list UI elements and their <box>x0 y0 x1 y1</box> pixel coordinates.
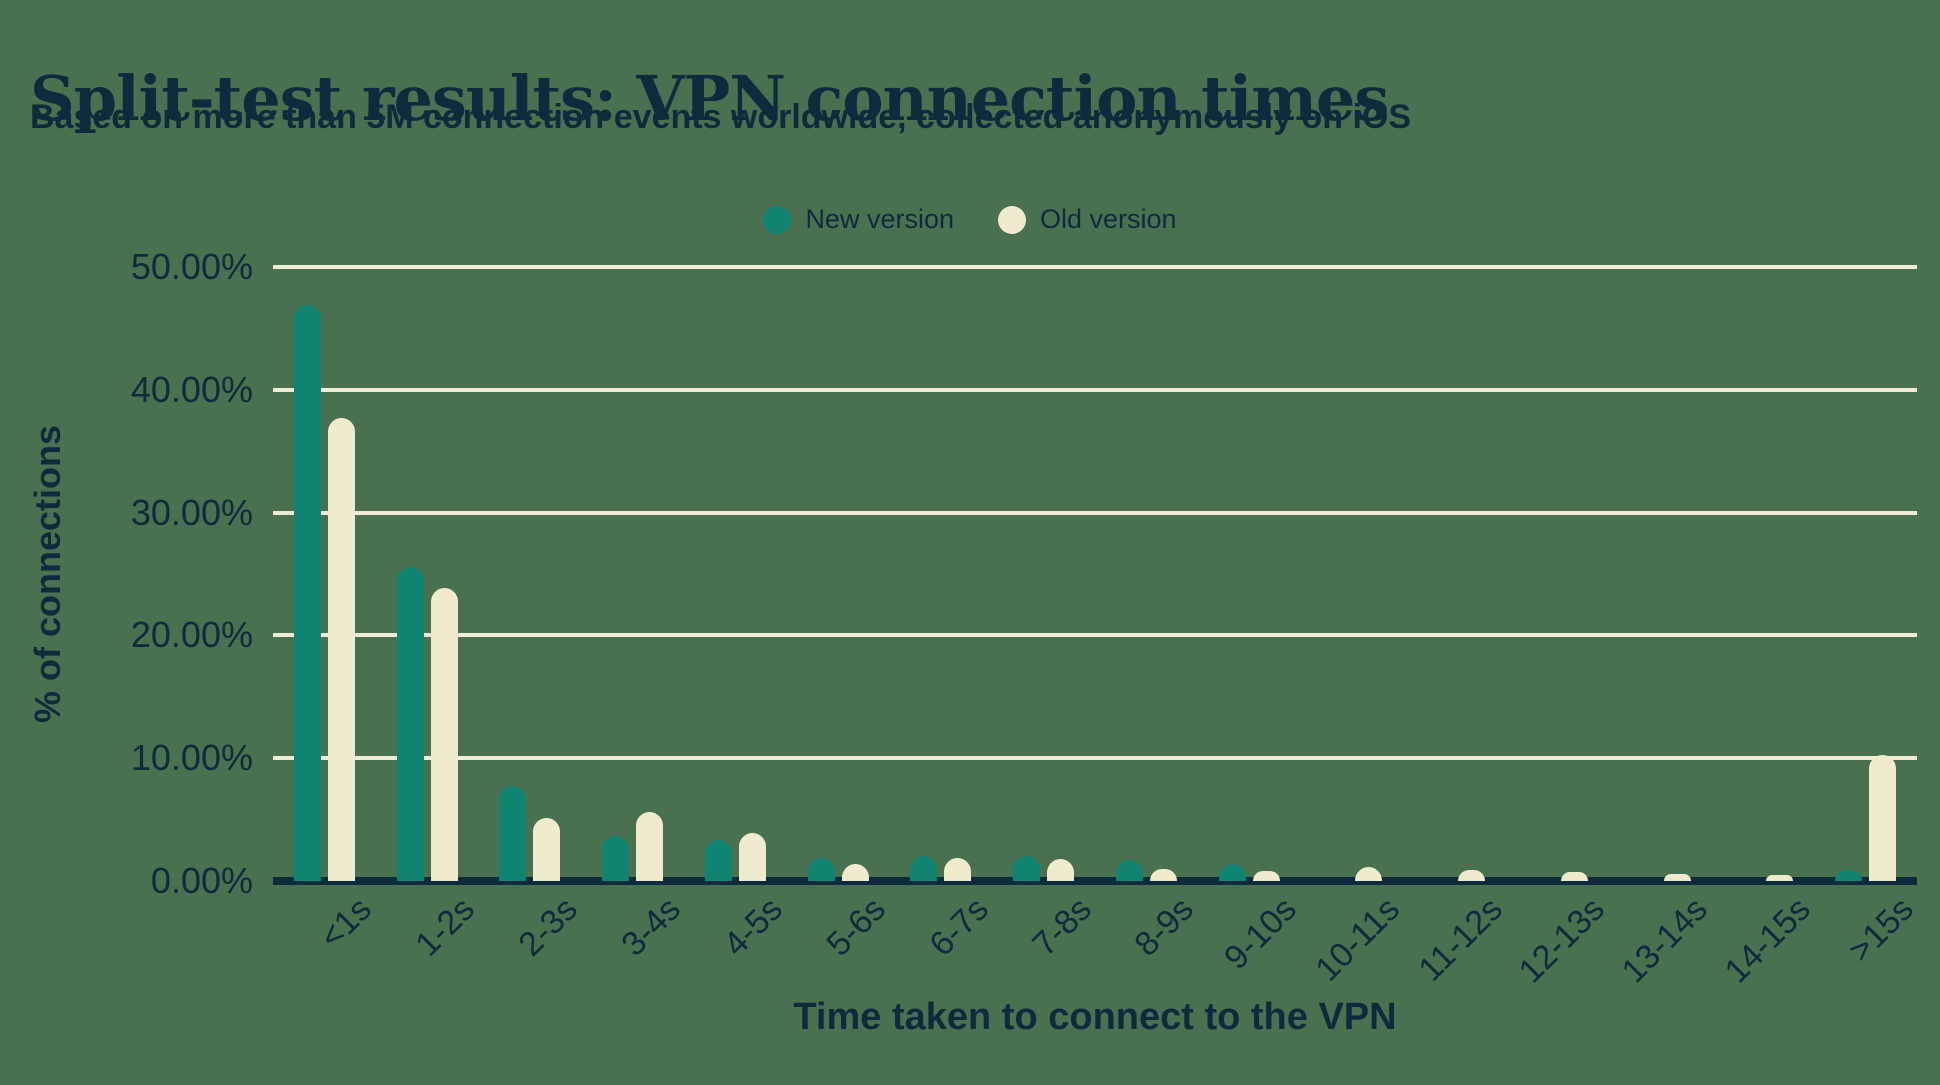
x-tick-label-10-11s: 10-11s <box>1308 890 1407 989</box>
x-tick-label-13-14s: 13-14s <box>1614 890 1715 991</box>
category-slot-4-5s <box>684 267 787 881</box>
bar-old-2-3s <box>533 818 561 881</box>
gridline-40 <box>273 387 1917 392</box>
x-tick-label-6-7s: 6-7s <box>922 890 996 964</box>
category-slot-7-8s <box>992 267 1095 881</box>
x-tick-label-<1s: <1s <box>312 890 380 957</box>
bar-new-9-10s <box>1218 864 1246 881</box>
x-tick-label-1-2s: 1-2s <box>408 890 482 964</box>
legend-label: Old version <box>1040 204 1177 234</box>
category-slot-3-4s <box>581 267 684 881</box>
x-tick-label-12-13s: 12-13s <box>1511 890 1613 991</box>
legend-label: New version <box>805 204 954 234</box>
bar-old-6-7s <box>944 858 972 881</box>
bar-new->15s <box>1835 870 1863 881</box>
x-tick-label-8-9s: 8-9s <box>1127 890 1202 964</box>
bar-old-1-2s <box>430 588 458 881</box>
category-slot-6-7s <box>890 267 993 881</box>
gridline-20 <box>273 633 1917 638</box>
category-slot-12-13s <box>1506 267 1609 881</box>
category-slot-13-14s <box>1609 267 1712 881</box>
page-title: Split-test results: VPN connection times <box>30 61 1389 135</box>
bar-new-6-7s <box>910 856 938 881</box>
legend-item-new-version: New version <box>763 204 954 235</box>
x-tick-label-14-15s: 14-15s <box>1717 890 1818 991</box>
bar-old-9-10s <box>1252 871 1280 881</box>
category-slot-11-12s <box>1403 267 1506 881</box>
category-slot-2-3s <box>479 267 582 881</box>
y-axis-title: % of connections <box>27 424 68 724</box>
bar-new-5-6s <box>807 858 835 881</box>
bar-old-11-12s <box>1458 870 1486 881</box>
bar-old-14-15s <box>1766 875 1794 881</box>
bar-new-<1s <box>293 305 321 881</box>
category-slot-14-15s <box>1712 267 1815 881</box>
chart-legend: New version Old version <box>0 204 1940 235</box>
bar-old-4-5s <box>738 833 766 881</box>
bar-old-13-14s <box>1663 874 1691 881</box>
x-axis-baseline <box>273 877 1917 885</box>
x-tick-label-11-12s: 11-12s <box>1410 890 1510 989</box>
bar-old-3-4s <box>636 812 664 881</box>
x-tick-label-9-10s: 9-10s <box>1216 890 1304 978</box>
y-tick-label: 0.00% <box>150 860 253 901</box>
category-slot-<1s <box>273 267 376 881</box>
bar-old-5-6s <box>841 864 869 881</box>
page-subtitle: Based on more than 5M connection events … <box>30 98 1412 136</box>
y-tick-label: 40.00% <box>130 368 253 410</box>
bar-old->15s <box>1869 755 1897 881</box>
bar-old-12-13s <box>1560 872 1588 881</box>
legend-item-old-version: Old version <box>998 204 1177 235</box>
bar-old-<1s <box>327 418 355 881</box>
bar-new-3-4s <box>602 836 630 881</box>
bar-new-4-5s <box>704 840 732 881</box>
category-slot-5-6s <box>787 267 890 881</box>
category-slot-10-11s <box>1301 267 1404 881</box>
bar-old-8-9s <box>1149 869 1177 881</box>
gridline-10 <box>273 756 1917 761</box>
x-tick-label->15s: >15s <box>1840 890 1921 970</box>
bar-old-10-11s <box>1355 867 1383 881</box>
category-slot-1-2s <box>376 267 479 881</box>
x-tick-label-4-5s: 4-5s <box>716 890 791 964</box>
plot-area <box>273 265 1917 885</box>
bar-new-1-2s <box>396 567 424 881</box>
y-tick-label: 30.00% <box>130 491 253 533</box>
bar-new-8-9s <box>1115 860 1143 881</box>
y-tick-label: 50.00% <box>130 246 253 287</box>
category-slot-9-10s <box>1198 267 1301 881</box>
legend-swatch-circle-icon <box>998 205 1026 234</box>
bar-new-7-8s <box>1013 856 1041 881</box>
x-tick-label-7-8s: 7-8s <box>1024 890 1099 964</box>
category-slot-8-9s <box>1095 267 1198 881</box>
legend-swatch-circle-icon <box>763 205 792 234</box>
x-tick-label-3-4s: 3-4s <box>613 890 688 964</box>
y-tick-label: 20.00% <box>130 614 253 656</box>
gridline-50 <box>273 265 1917 269</box>
category-slot->15s <box>1814 267 1917 881</box>
bar-new-2-3s <box>499 786 527 881</box>
x-axis-title: Time taken to connect to the VPN <box>793 996 1397 1038</box>
bar-old-7-8s <box>1047 859 1075 881</box>
x-tick-label-2-3s: 2-3s <box>511 890 585 964</box>
y-tick-label: 10.00% <box>130 737 253 779</box>
gridline-30 <box>273 510 1917 515</box>
x-tick-label-5-6s: 5-6s <box>819 890 893 964</box>
